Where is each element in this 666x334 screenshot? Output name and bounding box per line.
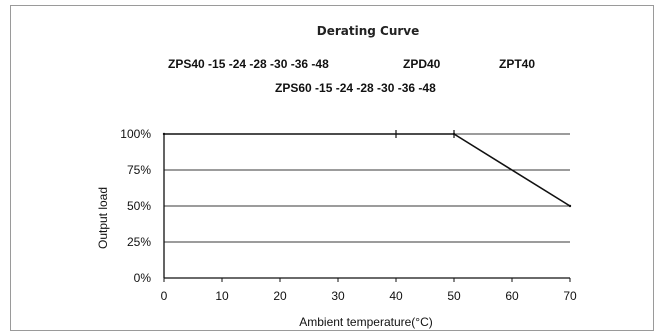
y-axis-title: Output load bbox=[96, 187, 110, 249]
model-label-zpt40: ZPT40 bbox=[499, 57, 535, 71]
chart-frame bbox=[10, 5, 654, 331]
x-tick-label-4: 40 bbox=[389, 289, 403, 303]
y-tick-label-1: 25% bbox=[127, 235, 151, 249]
x-tick-labels: 0 10 20 30 40 50 60 70 bbox=[161, 289, 577, 303]
derating-point-0-1 bbox=[452, 132, 456, 136]
chart-title: Derating Curve bbox=[317, 24, 420, 38]
y-tick-label-2: 50% bbox=[127, 199, 151, 213]
model-label-zps60: ZPS60 -15 -24 -28 -30 -36 -48 bbox=[275, 81, 436, 95]
y-tick-label-3: 75% bbox=[127, 163, 151, 177]
x-tick-label-1: 10 bbox=[215, 289, 229, 303]
model-label-zpd40: ZPD40 bbox=[403, 57, 441, 71]
x-axis-title: Ambient temperature(°C) bbox=[299, 315, 433, 329]
x-tick-label-3: 30 bbox=[331, 289, 345, 303]
derating-point-0-0 bbox=[162, 132, 166, 136]
grid-lines bbox=[164, 133, 570, 243]
axes bbox=[163, 130, 571, 282]
derating-point-0-2 bbox=[568, 204, 572, 208]
y-tick-label-0: 0% bbox=[134, 271, 152, 285]
model-label-zps40: ZPS40 -15 -24 -28 -30 -36 -48 bbox=[168, 57, 329, 71]
y-tick-label-4: 100% bbox=[120, 127, 151, 141]
x-tick-label-6: 60 bbox=[505, 289, 519, 303]
y-tick-labels: 0% 25% 50% 75% 100% bbox=[120, 127, 151, 285]
x-tick-label-2: 20 bbox=[273, 289, 287, 303]
x-tick-label-5: 50 bbox=[447, 289, 461, 303]
x-tick-label-7: 70 bbox=[563, 289, 577, 303]
x-tick-label-0: 0 bbox=[161, 289, 168, 303]
series-layer bbox=[162, 132, 572, 208]
